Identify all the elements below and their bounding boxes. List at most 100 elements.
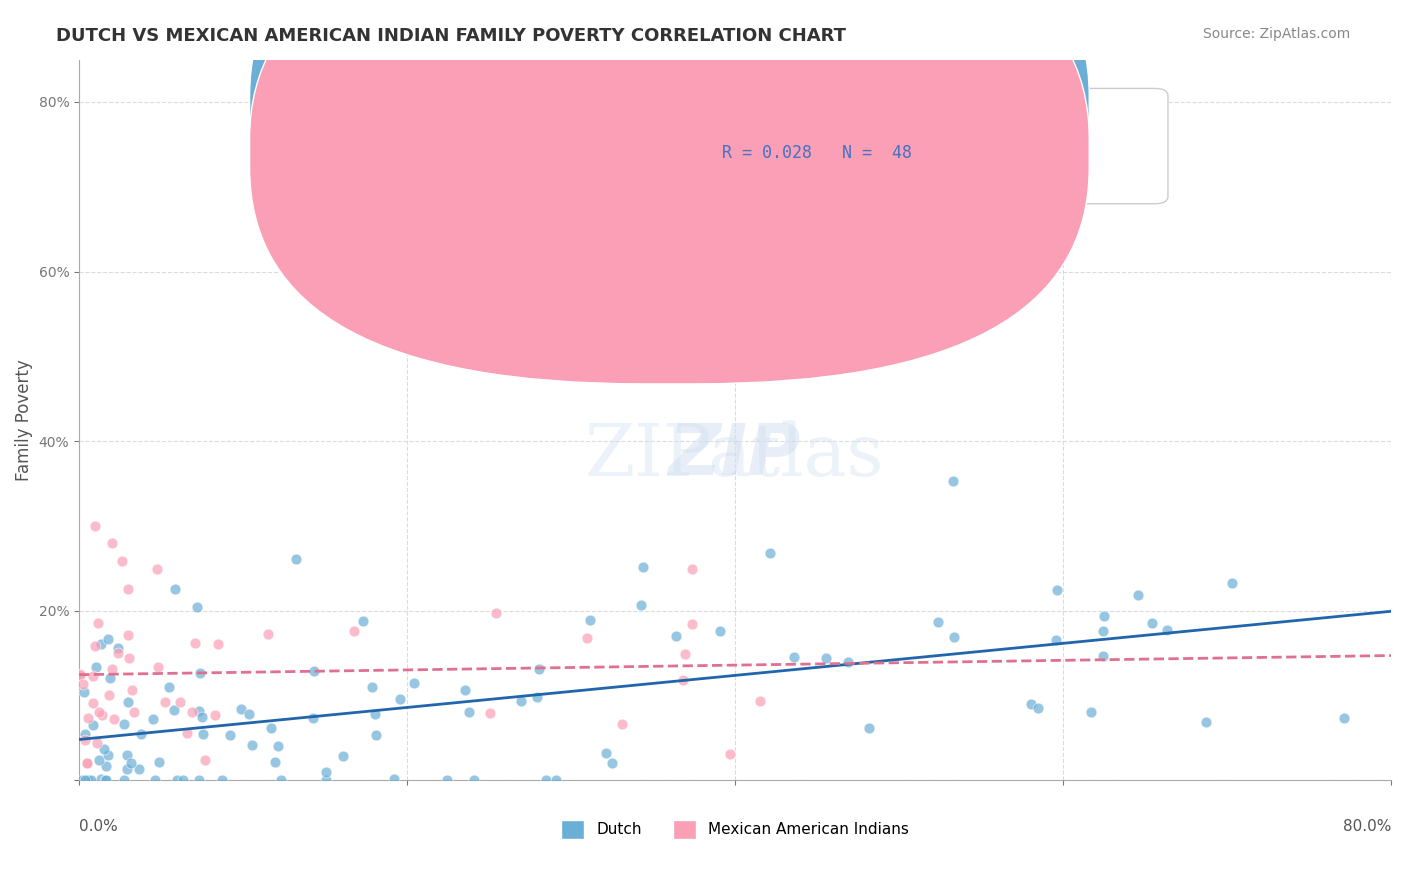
- FancyBboxPatch shape: [250, 0, 1090, 384]
- Y-axis label: Family Poverty: Family Poverty: [15, 359, 32, 481]
- Point: [260, 721, 283, 735]
- Point: [352, 615, 374, 629]
- Point: [82, 669, 104, 683]
- Point: [576, 631, 599, 645]
- Text: 0.0%: 0.0%: [79, 819, 118, 834]
- Point: [366, 728, 388, 742]
- Point: [546, 773, 568, 788]
- Point: [72, 685, 94, 699]
- Point: [534, 773, 557, 788]
- Point: [75, 773, 97, 788]
- Point: [510, 694, 533, 708]
- Point: [257, 627, 280, 641]
- Point: [83, 639, 105, 653]
- Point: [120, 756, 142, 771]
- Point: [193, 727, 215, 741]
- Point: [107, 646, 129, 660]
- Point: [302, 664, 325, 678]
- Point: [90, 637, 112, 651]
- Point: [75, 732, 97, 747]
- Point: [87, 705, 110, 719]
- Point: [129, 727, 152, 741]
- Point: [758, 546, 780, 560]
- Point: [90, 772, 112, 787]
- Point: [107, 640, 129, 655]
- Legend: Dutch, Mexican American Indians: Dutch, Mexican American Indians: [555, 814, 915, 845]
- Point: [315, 773, 337, 788]
- Point: [927, 615, 949, 629]
- Point: [183, 636, 205, 650]
- Point: [204, 708, 226, 723]
- Point: [169, 695, 191, 709]
- Point: [82, 696, 104, 710]
- Point: [1194, 715, 1216, 730]
- Point: [146, 562, 169, 576]
- Point: [1019, 697, 1042, 711]
- Point: [176, 726, 198, 740]
- Point: [101, 662, 124, 676]
- Point: [673, 648, 696, 662]
- Point: [157, 680, 180, 694]
- Point: [610, 717, 633, 731]
- Point: [94, 759, 117, 773]
- Point: [681, 617, 703, 632]
- Point: [148, 755, 170, 769]
- Point: [749, 694, 772, 708]
- Point: [1046, 582, 1069, 597]
- Point: [463, 773, 485, 788]
- Point: [207, 637, 229, 651]
- Point: [1092, 624, 1115, 639]
- Point: [943, 630, 966, 644]
- Point: [527, 662, 550, 676]
- Point: [238, 706, 260, 721]
- FancyBboxPatch shape: [250, 0, 1090, 341]
- Text: R = 0.028   N =  48: R = 0.028 N = 48: [721, 145, 912, 162]
- Point: [709, 624, 731, 638]
- Point: [153, 696, 176, 710]
- Point: [219, 728, 242, 742]
- Point: [718, 747, 741, 761]
- Point: [485, 606, 508, 620]
- Point: [118, 650, 141, 665]
- Point: [814, 651, 837, 665]
- Text: ZIPatlas: ZIPatlas: [585, 421, 884, 491]
- Point: [595, 746, 617, 760]
- Point: [526, 690, 548, 704]
- Point: [363, 707, 385, 722]
- Point: [211, 773, 233, 788]
- Point: [180, 705, 202, 719]
- Point: [284, 552, 307, 566]
- Point: [382, 772, 405, 786]
- Point: [84, 660, 107, 674]
- Point: [270, 773, 292, 788]
- Point: [1126, 588, 1149, 602]
- Point: [69, 668, 91, 682]
- Point: [263, 756, 285, 770]
- Point: [77, 711, 100, 725]
- Point: [631, 560, 654, 574]
- Point: [76, 756, 98, 771]
- Point: [166, 773, 188, 788]
- Point: [172, 773, 194, 788]
- Point: [458, 705, 481, 719]
- Point: [165, 582, 187, 596]
- Point: [267, 739, 290, 753]
- Point: [1091, 649, 1114, 664]
- Point: [76, 773, 98, 788]
- Point: [672, 673, 695, 687]
- Point: [163, 703, 186, 717]
- Point: [1080, 706, 1102, 720]
- Text: DUTCH VS MEXICAN AMERICAN INDIAN FAMILY POVERTY CORRELATION CHART: DUTCH VS MEXICAN AMERICAN INDIAN FAMILY …: [56, 27, 846, 45]
- Text: R = 0.242   N = 102: R = 0.242 N = 102: [721, 101, 912, 119]
- Point: [665, 629, 688, 643]
- Point: [783, 649, 806, 664]
- Point: [87, 754, 110, 768]
- Point: [1028, 701, 1050, 715]
- Point: [117, 628, 139, 642]
- Point: [600, 756, 623, 770]
- Point: [579, 613, 602, 627]
- Text: ZIP: ZIP: [669, 422, 801, 491]
- Point: [75, 727, 97, 741]
- Point: [112, 773, 135, 788]
- Point: [942, 474, 965, 488]
